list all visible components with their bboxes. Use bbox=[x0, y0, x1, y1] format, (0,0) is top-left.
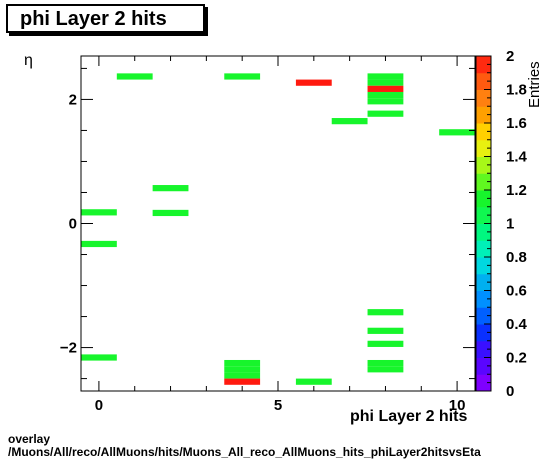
heatmap-cell bbox=[224, 378, 261, 385]
axis-tick-labels: 0 5 10 −2 0 2 0 0.2 0.4 0.6 0.8 1 1.2 1.4 1.6 1.8 2 bbox=[60, 48, 528, 414]
z-tick-label: 1.2 bbox=[506, 182, 527, 199]
color-scale-swatch bbox=[476, 139, 491, 157]
heatmap-cell bbox=[224, 73, 261, 80]
z-tick-label: 1 bbox=[506, 216, 514, 233]
title-box: phi Layer 2 hits bbox=[6, 4, 205, 33]
heatmap-cell bbox=[367, 85, 404, 92]
heatmap-cell bbox=[331, 118, 368, 125]
color-scale bbox=[475, 55, 492, 392]
heatmap-cell bbox=[367, 359, 404, 367]
y-tick-label: 0 bbox=[69, 216, 77, 233]
z-tick-label: 0 bbox=[506, 383, 514, 400]
heatmap-cell bbox=[152, 209, 189, 217]
heatmap-cells bbox=[81, 73, 475, 385]
z-tick-label: 0.4 bbox=[506, 316, 528, 333]
heatmap-cell bbox=[367, 327, 404, 334]
color-scale-swatch bbox=[476, 357, 491, 375]
color-scale-swatch bbox=[476, 190, 491, 208]
heatmap-cell bbox=[367, 340, 404, 347]
z-tick-label: 2 bbox=[506, 48, 514, 65]
color-scale-swatch bbox=[476, 340, 491, 358]
heatmap-cell bbox=[367, 91, 404, 99]
x-axis-label: phi Layer 2 hits bbox=[350, 408, 468, 425]
footer-line-1: overlay bbox=[8, 432, 51, 446]
z-tick-label: 1.4 bbox=[506, 149, 528, 166]
color-scale-swatch bbox=[476, 206, 491, 224]
y-axis-label: η bbox=[24, 52, 33, 69]
z-tick-label: 0.6 bbox=[506, 283, 527, 300]
color-scale-swatch bbox=[476, 156, 491, 174]
plot-frame bbox=[80, 55, 476, 392]
color-scale-swatch bbox=[476, 123, 491, 141]
z-axis-label: Entries bbox=[526, 61, 543, 108]
z-tick-label: 0.2 bbox=[506, 350, 527, 367]
heatmap-cell bbox=[224, 359, 261, 367]
heatmap-cell bbox=[295, 79, 332, 86]
heatmap-cell bbox=[81, 354, 117, 361]
heatmap-cell bbox=[367, 98, 404, 105]
color-scale-swatch bbox=[476, 173, 491, 191]
heatmap-cell bbox=[367, 309, 404, 316]
heatmap-cell bbox=[367, 366, 404, 373]
heatmap-cell bbox=[224, 372, 261, 379]
heatmap-cell bbox=[224, 366, 261, 373]
color-scale-swatch bbox=[476, 374, 491, 392]
x-tick-label: 5 bbox=[274, 397, 282, 414]
color-scale-swatch bbox=[476, 223, 491, 241]
heatmap-cell bbox=[116, 73, 153, 80]
color-scale-swatch bbox=[476, 240, 491, 258]
z-tick-label: 0.8 bbox=[506, 249, 527, 266]
z-tick-label: 1.8 bbox=[506, 82, 527, 99]
x-tick-label: 10 bbox=[449, 397, 466, 414]
y-tick-label: 2 bbox=[69, 91, 77, 108]
color-scale-swatch bbox=[476, 257, 491, 275]
heatmap-cell bbox=[81, 209, 117, 216]
color-scale-swatch bbox=[476, 273, 491, 291]
heatmap-cell bbox=[439, 129, 475, 136]
heatmap-cell bbox=[367, 79, 404, 86]
color-scale-swatch bbox=[476, 72, 491, 90]
axis-ticks bbox=[81, 55, 491, 392]
heatmap-cell bbox=[295, 378, 332, 385]
color-scale-swatch bbox=[476, 324, 491, 342]
heatmap-cell bbox=[367, 110, 404, 117]
y-tick-label: −2 bbox=[60, 340, 77, 357]
heatmap-cell bbox=[367, 73, 404, 80]
color-scale-swatch bbox=[476, 106, 491, 124]
plot-title: phi Layer 2 hits bbox=[20, 8, 167, 30]
color-scale-swatch bbox=[476, 290, 491, 308]
color-scale-swatch bbox=[476, 56, 491, 74]
z-tick-label: 1.6 bbox=[506, 115, 527, 132]
color-scale-swatch bbox=[476, 89, 491, 107]
footer-line-2: /Muons/All/reco/AllMuons/hits/Muons_All_… bbox=[8, 445, 481, 459]
heatmap-cell bbox=[81, 240, 117, 248]
x-tick-label: 0 bbox=[95, 397, 103, 414]
heatmap-cell bbox=[152, 185, 189, 192]
color-scale-swatch bbox=[476, 307, 491, 325]
